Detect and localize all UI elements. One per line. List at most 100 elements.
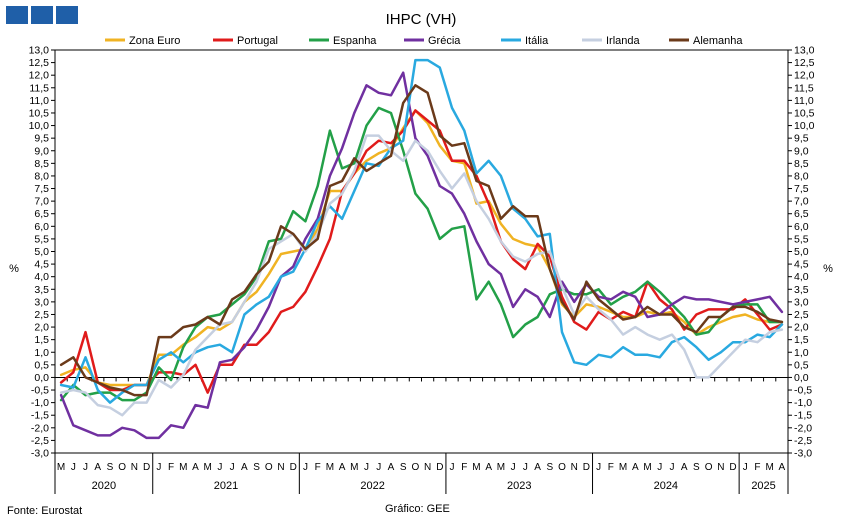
series-line <box>59 134 784 417</box>
y-tick-label-left: -1,5 <box>31 410 49 422</box>
month-label: S <box>546 462 553 473</box>
y-axis-label-right: % <box>823 263 833 275</box>
month-label: A <box>192 462 199 473</box>
month-label: O <box>558 462 566 473</box>
month-label: A <box>241 462 248 473</box>
legend-label: Espanha <box>333 35 377 47</box>
source-note: Fonte: Eurostat <box>7 505 83 517</box>
month-label: A <box>388 462 395 473</box>
y-tick-label-right: -1,0 <box>794 397 812 409</box>
month-label: J <box>217 462 222 473</box>
month-label: D <box>436 462 443 473</box>
y-tick-label-right: 2,5 <box>794 309 809 321</box>
month-label: D <box>143 462 150 473</box>
month-label: S <box>693 462 700 473</box>
y-tick-label-right: 10,0 <box>794 120 815 132</box>
y-tick-label-left: 3,5 <box>34 284 49 296</box>
y-tick-label-right: 8,5 <box>794 158 809 170</box>
y-tick-label-left: 6,5 <box>34 208 49 220</box>
month-label: D <box>729 462 736 473</box>
month-label: J <box>669 462 674 473</box>
legend-label: Grécia <box>428 35 461 47</box>
month-label: F <box>168 462 174 473</box>
month-label: A <box>485 462 492 473</box>
month-label: M <box>350 462 358 473</box>
y-tick-label-right: 5,5 <box>794 233 809 245</box>
y-tick-label-right: 11,0 <box>794 95 814 107</box>
y-tick-label-right: -2,0 <box>794 422 812 434</box>
month-label: S <box>107 462 114 473</box>
month-label: O <box>705 462 713 473</box>
y-tick-label-left: 2,5 <box>34 309 49 321</box>
chart-credit: Gráfico: GEE <box>385 503 450 515</box>
y-tick-label-right: -2,5 <box>794 435 812 447</box>
y-tick-label-right: 0,0 <box>794 372 809 384</box>
month-label: F <box>754 462 760 473</box>
month-label: J <box>743 462 748 473</box>
month-label: J <box>83 462 88 473</box>
y-tick-label-left: 10,0 <box>29 120 50 132</box>
year-label: 2023 <box>507 480 531 492</box>
month-label: S <box>253 462 260 473</box>
month-label: N <box>277 462 284 473</box>
y-tick-label-right: 13,0 <box>794 45 815 57</box>
logo-square <box>56 6 78 24</box>
logo-square <box>31 6 53 24</box>
month-label: M <box>326 462 334 473</box>
month-label: N <box>131 462 138 473</box>
y-tick-label-left: -0,5 <box>31 385 49 397</box>
y-tick-label-right: 12,0 <box>794 70 815 82</box>
month-label: M <box>57 462 65 473</box>
y-tick-label-left: 1,5 <box>34 334 49 346</box>
y-tick-label-right: 7,5 <box>794 183 809 195</box>
y-tick-label-right: 3,5 <box>794 284 809 296</box>
month-label: A <box>339 462 346 473</box>
month-label: M <box>643 462 651 473</box>
y-tick-label-left: -3,0 <box>31 448 49 460</box>
month-label: A <box>681 462 688 473</box>
month-label: M <box>766 462 774 473</box>
y-tick-label-right: -0,5 <box>794 385 812 397</box>
series-line <box>59 58 784 404</box>
y-tick-label-left: 5,0 <box>34 246 49 258</box>
y-tick-label-right: -3,0 <box>794 448 812 460</box>
y-tick-label-right: 7,0 <box>794 196 809 208</box>
y-tick-label-right: 5,0 <box>794 246 809 258</box>
y-tick-label-right: 6,0 <box>794 221 809 233</box>
y-tick-label-left: 11,5 <box>29 82 49 94</box>
month-label: A <box>534 462 541 473</box>
month-label: F <box>461 462 467 473</box>
month-label: M <box>179 462 187 473</box>
y-tick-label-left: 8,5 <box>34 158 49 170</box>
y-tick-label-left: 7,5 <box>34 183 49 195</box>
month-label: F <box>315 462 321 473</box>
y-tick-label-right: 4,0 <box>794 271 809 283</box>
month-label: J <box>156 462 161 473</box>
y-tick-label-right: 1,5 <box>794 334 809 346</box>
y-tick-label-left: 1,0 <box>34 347 49 359</box>
month-label: M <box>619 462 627 473</box>
month-label: N <box>571 462 578 473</box>
month-label: J <box>523 462 528 473</box>
y-tick-label-right: 12,5 <box>794 57 815 69</box>
y-tick-label-right: 11,5 <box>794 82 814 94</box>
y-tick-label-left: 9,5 <box>34 133 49 145</box>
year-label: 2020 <box>92 480 116 492</box>
series-line <box>59 106 784 402</box>
y-tick-label-left: -2,0 <box>31 422 49 434</box>
y-tick-label-left: 12,5 <box>29 57 50 69</box>
y-tick-label-left: 13,0 <box>29 45 50 57</box>
gee-logo <box>6 6 78 24</box>
y-tick-label-right: 6,5 <box>794 208 809 220</box>
month-label: J <box>364 462 369 473</box>
y-tick-label-right: 9,5 <box>794 133 809 145</box>
y-axis-label-left: % <box>9 263 19 275</box>
y-tick-label-left: 4,5 <box>34 259 49 271</box>
y-tick-label-left: 12,0 <box>29 70 50 82</box>
legend-label: Irlanda <box>606 35 641 47</box>
series-line <box>59 84 784 397</box>
month-label: J <box>657 462 662 473</box>
y-tick-label-right: 1,0 <box>794 347 809 359</box>
month-label: S <box>400 462 407 473</box>
